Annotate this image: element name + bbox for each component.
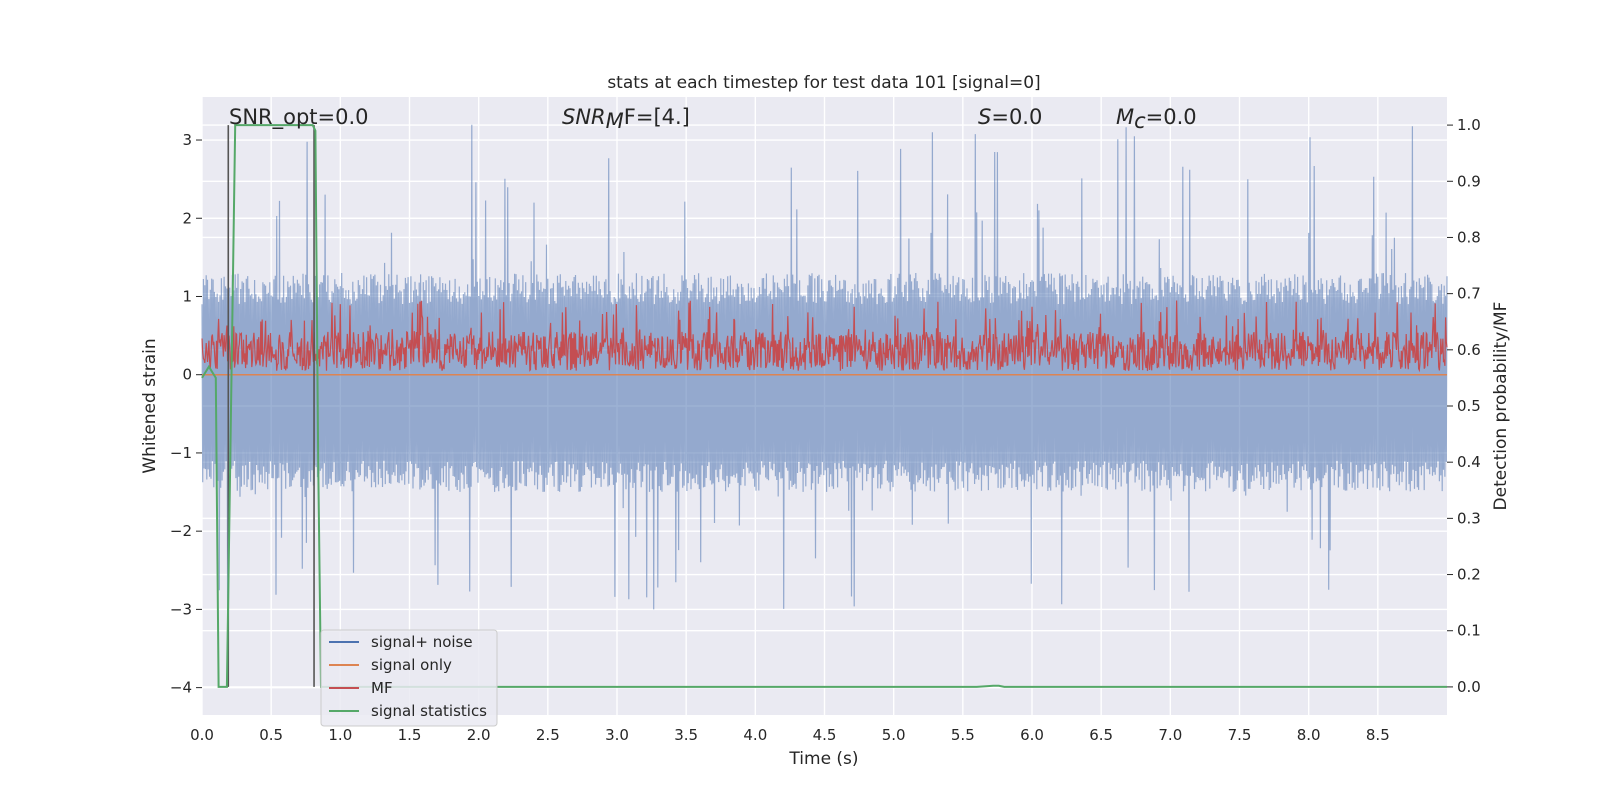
y-tick-label: −1 bbox=[170, 444, 192, 462]
legend-box bbox=[320, 629, 498, 727]
snr-mf-subscript: M bbox=[606, 109, 624, 133]
x-tick-label: 7.5 bbox=[1228, 726, 1252, 744]
x-tick-label: 4.5 bbox=[813, 726, 837, 744]
x-tick-label: 6.0 bbox=[1020, 726, 1044, 744]
mc-subscript: c bbox=[1134, 109, 1146, 133]
y2-tick-label: 0.9 bbox=[1457, 172, 1481, 190]
y2-tick-label: 0.1 bbox=[1457, 622, 1481, 640]
mf-line bbox=[201, 300, 1448, 373]
y-axis-label: Whitened strain bbox=[140, 338, 160, 473]
x-tick-label: 3.5 bbox=[674, 726, 698, 744]
x-tick-label: 2.0 bbox=[467, 726, 491, 744]
y-tick-label: 1 bbox=[182, 287, 192, 305]
x-axis-label: Time (s) bbox=[788, 749, 858, 769]
snr-mf-value: F=[4.] bbox=[624, 105, 690, 129]
y-tick-label: −4 bbox=[170, 679, 192, 697]
legend-label-signal-statistics: signal statistics bbox=[371, 702, 487, 720]
mc-value: =0.0 bbox=[1146, 105, 1197, 129]
series-signal-noise bbox=[201, 124, 1448, 613]
y2-tick-label: 0.6 bbox=[1457, 341, 1481, 359]
x-tick-label: 8.0 bbox=[1297, 726, 1321, 744]
y2-ticks: 1.0 0.9 0.8 0.7 0.6 0.5 0.4 0.3 0.2 0.1 0.0 bbox=[1447, 116, 1481, 696]
legend-label-mf: MF bbox=[371, 679, 393, 697]
x-tick-label: 1.0 bbox=[328, 726, 352, 744]
y2-tick-label: 0.0 bbox=[1457, 678, 1481, 696]
snr-mf-symbol: SNR bbox=[562, 105, 606, 129]
x-tick-label: 4.0 bbox=[743, 726, 767, 744]
x-tick-label: 0.0 bbox=[190, 726, 214, 744]
y-tick-label: −3 bbox=[170, 600, 192, 618]
signal-noise-line bbox=[201, 124, 1448, 613]
chart-title: stats at each timestep for test data 101… bbox=[607, 73, 1040, 93]
y2-tick-label: 0.4 bbox=[1457, 453, 1481, 471]
x-tick-label: 2.5 bbox=[536, 726, 560, 744]
y-tick-label: 0 bbox=[182, 366, 192, 384]
y2-tick-label: 0.3 bbox=[1457, 509, 1481, 527]
x-tick-label: 6.5 bbox=[1089, 726, 1113, 744]
x-tick-label: 5.5 bbox=[951, 726, 975, 744]
x-tick-label: 3.0 bbox=[605, 726, 629, 744]
legend-label-signal-noise: signal+ noise bbox=[371, 633, 473, 651]
y2-tick-label: 0.7 bbox=[1457, 285, 1481, 303]
legend: signal+ noise signal only MF signal stat… bbox=[320, 629, 498, 727]
x-tick-label: 1.5 bbox=[398, 726, 422, 744]
y-tick-label: 2 bbox=[182, 209, 192, 227]
series-signal-statistics bbox=[201, 124, 1447, 688]
signal-statistics-line bbox=[201, 124, 1447, 688]
x-tick-label: 5.0 bbox=[882, 726, 906, 744]
y-tick-label: 3 bbox=[182, 131, 192, 149]
y-ticks: 3 2 1 0 −1 −2 −3 −4 bbox=[170, 131, 202, 697]
s-symbol: S bbox=[978, 105, 991, 129]
mc-symbol: M bbox=[1116, 105, 1134, 129]
annotation-s: S=0.0 bbox=[978, 105, 1042, 129]
y2-tick-label: 0.8 bbox=[1457, 228, 1481, 246]
annotation-snr-opt: SNR_opt=0.0 bbox=[229, 105, 369, 130]
x-tick-label: 7.0 bbox=[1158, 726, 1182, 744]
annotation-snr-mf: SNRMF=[4.] bbox=[562, 105, 690, 133]
legend-label-signal-only: signal only bbox=[371, 656, 452, 674]
series-mf bbox=[201, 300, 1448, 373]
y2-tick-label: 0.5 bbox=[1457, 397, 1481, 415]
y2-tick-label: 0.2 bbox=[1457, 566, 1481, 584]
x-tick-label: 0.5 bbox=[259, 726, 283, 744]
y-tick-label: −2 bbox=[170, 522, 192, 540]
s-value: =0.0 bbox=[991, 105, 1042, 129]
x-tick-label: 8.5 bbox=[1366, 726, 1390, 744]
y2-tick-label: 1.0 bbox=[1457, 116, 1481, 134]
x-ticks: 0.0 0.5 1.0 1.5 2.0 2.5 3.0 3.5 4.0 4.5 5.0 5.5 6.0 6… bbox=[190, 726, 1390, 744]
y2-axis-label: Detection probability/MF bbox=[1491, 302, 1511, 511]
annotation-mc: Mc=0.0 bbox=[1116, 105, 1197, 133]
